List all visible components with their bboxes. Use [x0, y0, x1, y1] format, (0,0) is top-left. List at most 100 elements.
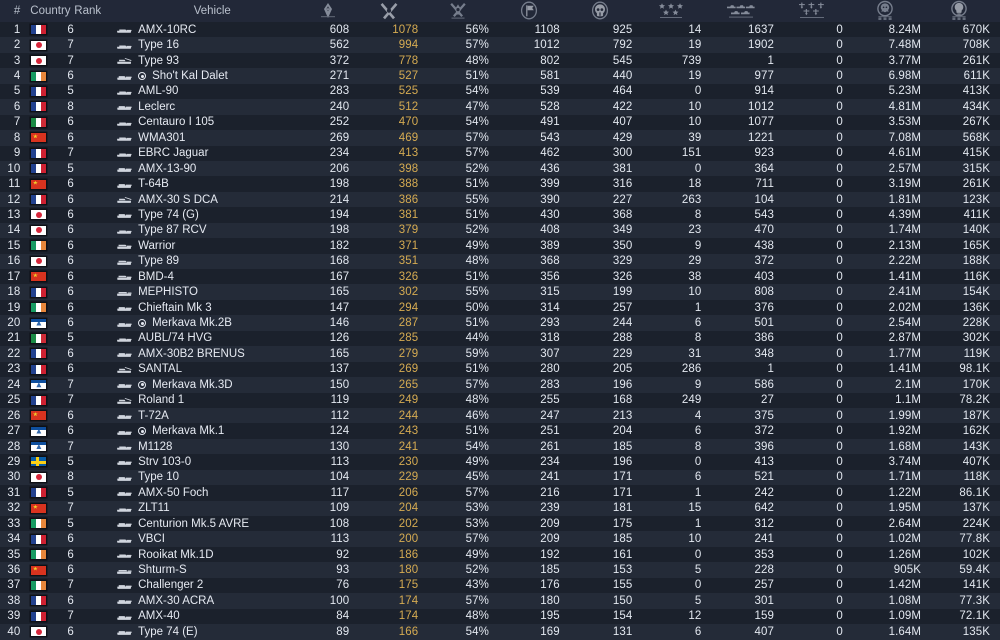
table-row[interactable]: 25 7 Roland 1 119 249 48% 255 168 249 27 0 1.1M 78.2… [0, 392, 1000, 408]
table-row[interactable]: 9 7 EBRC Jaguar 234 413 57% 462 300 151 923 0 4.61M… [0, 145, 1000, 161]
table-row[interactable]: 39 7 AMX-40 84 174 48% 195 154 12 159 0 1.09M 72.1K [0, 608, 1000, 625]
table-row[interactable]: 31 5 AMX-50 Foch 117 206 57% 216 171 1 242 0 1.22M 8… [0, 485, 1000, 501]
header-winrate[interactable] [426, 0, 497, 22]
table-row[interactable]: 5 5 AML-90 283 525 54% 539 464 0 914 0 5.23M 413K [0, 83, 1000, 100]
table-row[interactable]: 17 6 BMD-4 167 326 51% 356 326 38 403 0 1.41M 116K [0, 269, 1000, 285]
header-victories[interactable] [357, 0, 426, 22]
header-vehicle[interactable]: Vehicle [111, 0, 305, 22]
cell-aces: 5 [638, 593, 707, 608]
cell-vehicle: AMX-30 ACRA [108, 593, 303, 608]
cell-research-points-value: 123K [962, 193, 990, 206]
cell-battles-value: 146 [329, 317, 350, 330]
cell-rank: 7 [67, 439, 108, 454]
vehicle-silhouette-spaa-icon [117, 197, 132, 203]
cell-air-kills: 0 [780, 346, 849, 361]
flag-britain-icon [30, 240, 48, 252]
header-air-kills[interactable] [781, 0, 850, 22]
cell-battles-value: 108 [329, 517, 350, 530]
table-row[interactable]: 36 6 Shturm-S 93 180 52% 185 153 5 228 0 905K 59.4K [0, 562, 1000, 578]
cell-ground-kills-value: 1 [767, 54, 774, 67]
table-row[interactable]: 13 6 Type 74 (G) 194 381 51% 430 368 8 543 0 4.39M 4… [0, 207, 1000, 223]
table-row[interactable]: 1 6 AMX-10RC 608 1078 56% 1108 925 14 1637 0 8.24M 6… [0, 22, 1000, 38]
cell-aces-value: 286 [681, 363, 702, 376]
cell-victories: 241 [355, 439, 424, 454]
cell-winrate: 59% [424, 346, 495, 361]
table-row[interactable]: 23 6 SANTAL 137 269 51% 280 205 286 1 0 1.41M 98.1K [0, 361, 1000, 378]
cell-aces-value: 31 [688, 347, 702, 360]
cell-winrate: 49% [424, 238, 495, 253]
table-row[interactable]: 21 5 AUBL/74 HVG 126 285 44% 318 288 8 386 0 2.87M 3… [0, 330, 1000, 347]
cell-research-points-value: 141K [962, 579, 990, 592]
table-row[interactable]: 35 6 Rooikat Mk.1D 92 186 49% 192 161 0 353 0 1.26M… [0, 546, 1000, 563]
cell-deaths-value: 300 [612, 147, 633, 160]
table-row[interactable]: 32 7 ZLT11 109 204 53% 239 181 15 642 0 1.95M 137K [0, 500, 1000, 516]
header-research-points[interactable] [927, 0, 1000, 22]
header-aces[interactable] [640, 0, 709, 22]
cell-victories: 413 [355, 146, 424, 161]
header-deaths[interactable] [567, 0, 639, 22]
table-row[interactable]: 26 6 T-72A 112 244 46% 247 213 4 375 0 1.99M 187K [0, 407, 1000, 424]
vehicle-silhouette-wheeled-icon [117, 446, 132, 450]
cell-battles-value: 252 [329, 116, 350, 129]
vehicle-name: Type 89 [138, 255, 180, 268]
cell-battles: 76 [303, 578, 355, 593]
cell-rank-number: 40 [0, 624, 30, 639]
table-row[interactable]: 3 7 Type 93 372 778 48% 802 545 739 1 0 3.77M 261K [0, 52, 1000, 69]
header-rank-number[interactable]: # [0, 0, 30, 22]
cell-winrate: 54% [424, 624, 495, 639]
header-captures[interactable] [497, 0, 568, 22]
cell-air-kills: 0 [780, 470, 849, 485]
header-battles[interactable] [305, 0, 357, 22]
table-row[interactable]: 4 6 Sho't Kal Dalet 271 527 51% 581 440 19 977 0 6.… [0, 68, 1000, 84]
cell-silver-lions-value: 1.41M [888, 270, 922, 283]
cell-battles-value: 113 [330, 455, 350, 468]
cell-rank-number-value: 9 [13, 147, 21, 160]
cell-rank-number: 28 [0, 439, 30, 454]
flag-france-icon [30, 595, 48, 607]
table-row[interactable]: 6 8 Leclerc 240 512 47% 528 422 10 1012 0 4.81M 434K [0, 99, 1000, 115]
table-row[interactable]: 37 7 Challenger 2 76 175 43% 176 155 0 257 0 1.42M 1… [0, 577, 1000, 594]
cell-victories-value: 174 [398, 610, 419, 623]
table-row[interactable]: 34 6 VBCI 113 200 57% 209 185 10 241 0 1.02M 77.8K [0, 531, 1000, 547]
cell-silver-lions-value: 2.1M [895, 378, 922, 391]
header-rank[interactable]: Rank [70, 0, 111, 22]
header-country[interactable]: Country [30, 0, 70, 22]
table-row[interactable]: 2 7 Type 16 562 994 57% 1012 792 19 1902 0 7.48M 708… [0, 37, 1000, 53]
table-row[interactable]: 30 8 Type 10 104 229 45% 241 171 6 521 0 1.71M 118K [0, 469, 1000, 486]
cell-deaths: 545 [566, 53, 639, 68]
table-row[interactable]: 19 6 Chieftain Mk 3 147 294 50% 314 257 1 376 0 2.0… [0, 299, 1000, 316]
table-row[interactable]: 7 6 Centauro I 105 252 470 54% 491 407 10 1077 0 3.… [0, 114, 1000, 131]
flag-sweden-icon [30, 456, 48, 468]
cell-silver-lions-value: 3.77M [888, 54, 922, 67]
cell-aces-value: 5 [694, 564, 702, 577]
cell-ground-kills-value: 642 [754, 502, 774, 515]
cell-victories: 174 [355, 609, 424, 624]
table-row[interactable]: 28 7 M1128 130 241 54% 261 185 8 396 0 1.68M 143K [0, 438, 1000, 455]
cell-aces-value: 263 [681, 193, 702, 206]
cell-silver-lions: 1.26M [849, 547, 927, 562]
cell-battles-value: 113 [330, 533, 350, 546]
table-row[interactable]: 10 5 AMX-13-90 206 398 52% 436 381 0 364 0 2.57M 315… [0, 160, 1000, 177]
header-ground-kills[interactable] [708, 0, 780, 22]
cell-research-points: 162K [927, 423, 1000, 438]
table-row[interactable]: 16 6 Type 89 168 351 48% 368 329 29 372 0 2.22M 188K [0, 253, 1000, 269]
header-silver-lions[interactable] [849, 0, 927, 22]
cell-winrate: 44% [424, 331, 495, 346]
table-row[interactable]: 14 6 Type 87 RCV 198 379 52% 408 349 23 470 0 1.74M… [0, 222, 1000, 239]
table-row[interactable]: 8 6 WMA301 269 469 57% 543 429 39 1221 0 7.08M 568K [0, 130, 1000, 146]
cell-winrate-value: 51% [465, 363, 489, 376]
table-row[interactable]: 38 6 AMX-30 ACRA 100 174 57% 180 150 5 301 0 1.08M 7… [0, 593, 1000, 609]
table-row[interactable]: 18 6 MEPHISTO 165 302 55% 315 199 10 808 0 2.41M 154… [0, 284, 1000, 300]
cell-silver-lions-value: 1.42M [888, 579, 922, 592]
table-row[interactable]: 11 6 T-64B 198 388 51% 399 316 18 711 0 3.19M 261K [0, 176, 1000, 192]
table-row[interactable]: 24 7 Merkava Mk.3D 150 265 57% 283 196 9 586 0 2.1M… [0, 377, 1000, 393]
table-row[interactable]: 40 6 Type 74 (E) 89 166 54% 169 131 6 407 0 1.64M 13… [0, 624, 1000, 640]
table-row[interactable]: 12 6 AMX-30 S DCA 214 386 55% 390 227 263 104 0 1.8… [0, 191, 1000, 208]
table-row[interactable]: 29 5 Strv 103-0 113 230 49% 234 196 0 413 0 3.74M 40… [0, 454, 1000, 470]
table-row[interactable]: 15 6 Warrior 182 371 49% 389 350 9 438 0 2.13M 165K [0, 238, 1000, 254]
table-row[interactable]: 33 5 Centurion Mk.5 AVRE 108 202 53% 209 175 1 31… [0, 516, 1000, 532]
vehicle-name: VBCI [138, 533, 165, 546]
table-row[interactable]: 27 6 Merkava Mk.1 124 243 51% 251 204 6 372 0 1.92M… [0, 423, 1000, 439]
table-row[interactable]: 20 6 Merkava Mk.2B 146 287 51% 293 244 6 501 0 2.54… [0, 315, 1000, 331]
table-row[interactable]: 22 6 AMX-30B2 BRENUS 165 279 59% 307 229 31 348 0 1… [0, 346, 1000, 362]
